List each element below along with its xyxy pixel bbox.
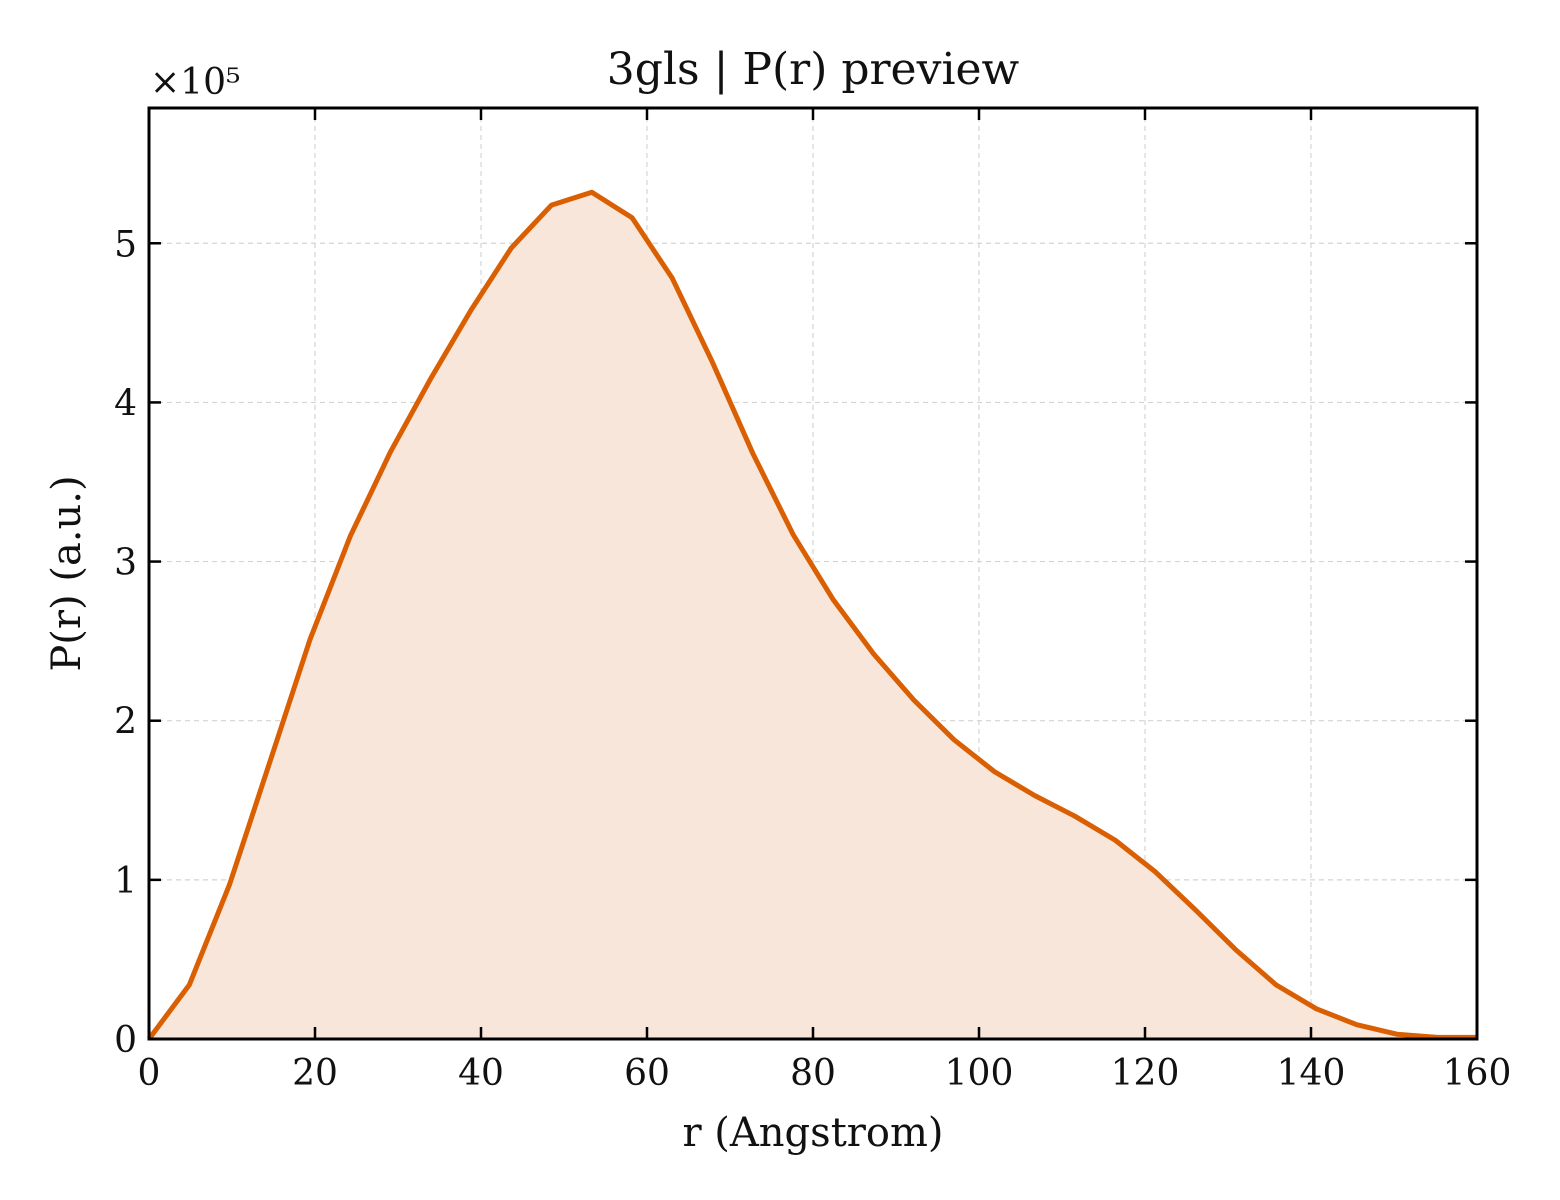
y-tick-label: 1 <box>114 861 137 902</box>
x-tick-label: 20 <box>292 1053 338 1094</box>
chart-title: 3gls | P(r) preview <box>607 44 1020 95</box>
axis-ticks: 0 20 40 60 80 100 120 140 160 0 1 2 3 4 5 <box>114 108 1511 1094</box>
y-tick-label: 5 <box>114 224 137 265</box>
x-axis-label: r (Angstrom) <box>682 1110 943 1156</box>
x-tick-label: 60 <box>624 1053 670 1094</box>
y-axis-multiplier: ×10⁵ <box>150 62 240 103</box>
series-line <box>146 189 1477 1041</box>
x-tick-label: 100 <box>945 1053 1014 1094</box>
y-tick-label: 0 <box>114 1020 137 1061</box>
x-tick-label: 160 <box>1443 1053 1512 1094</box>
x-tick-label: 120 <box>1111 1053 1180 1094</box>
y-axis-label: P(r) (a.u.) <box>44 475 90 671</box>
y-tick-label: 2 <box>114 702 137 743</box>
x-tick-label: 80 <box>790 1053 836 1094</box>
x-tick-label: 0 <box>138 1053 161 1094</box>
y-tick-label: 4 <box>114 383 137 424</box>
x-tick-label: 140 <box>1277 1053 1346 1094</box>
y-tick-label: 3 <box>114 543 137 584</box>
x-tick-label: 40 <box>458 1053 504 1094</box>
series-area-fill <box>149 192 1477 1040</box>
